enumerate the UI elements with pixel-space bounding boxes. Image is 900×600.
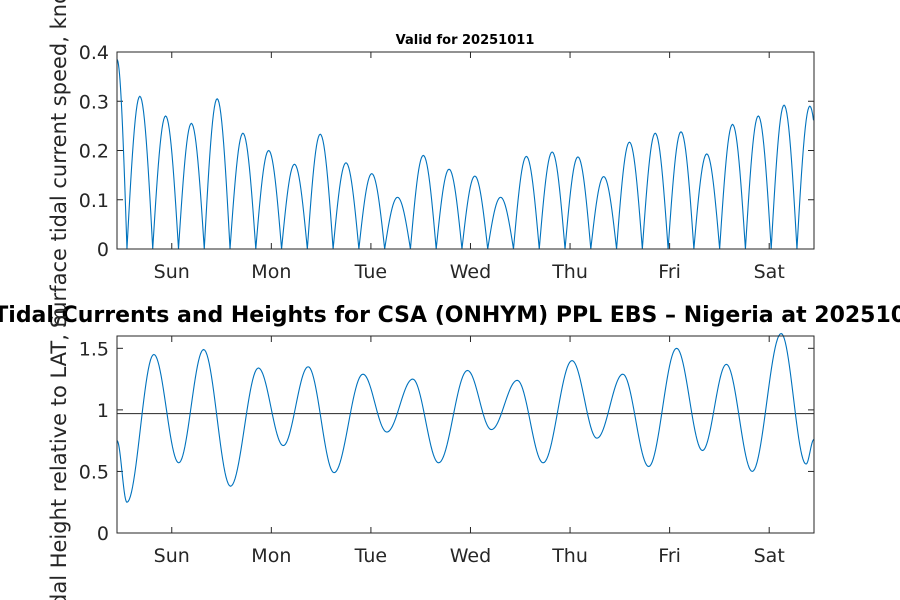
height-y-axis-label: Tidal Height relative to LAT, m — [47, 307, 71, 600]
height-plot-area — [116, 335, 815, 534]
current-chart-title: Valid for 20251011 — [396, 33, 535, 48]
current-x-tick-label: Sat — [754, 261, 785, 283]
height-y-tick-label: 1.5 — [79, 338, 109, 360]
current-speed-line — [116, 59, 815, 250]
current-x-tick-label: Mon — [251, 261, 291, 283]
current-y-tick-label: 0.3 — [79, 91, 109, 113]
height-x-tick-label: Thu — [551, 545, 588, 567]
tidal-height-panel: Tidal Currents and Heights for CSA (ONHY… — [0, 303, 900, 600]
height-y-tick-label: 0 — [97, 523, 109, 545]
current-x-tick-label: Tue — [354, 261, 387, 283]
height-x-tick-label: Fri — [658, 545, 681, 567]
current-x-tick-label: Wed — [450, 261, 491, 283]
height-y-tick-label: 1 — [97, 400, 109, 422]
current-y-tick-label: 0.2 — [79, 141, 109, 163]
current-y-axis-label: Surface tidal current speed, knots — [47, 0, 71, 328]
current-y-tick-label: 0.4 — [79, 42, 109, 64]
tidal-height-line — [116, 332, 815, 503]
main-chart-title: Tidal Currents and Heights for CSA (ONHY… — [0, 303, 900, 328]
height-x-tick-label: Sun — [154, 545, 190, 567]
current-y-tick-label: 0.1 — [79, 190, 109, 212]
height-x-tick-label: Wed — [450, 545, 491, 567]
height-y-tick-label: 0.5 — [79, 461, 109, 483]
height-x-tick-label: Sat — [754, 545, 785, 567]
current-x-tick-label: Sun — [154, 261, 190, 283]
current-x-tick-label: Thu — [551, 261, 588, 283]
current-y-tick-label: 0 — [97, 239, 109, 261]
height-x-tick-label: Mon — [251, 545, 291, 567]
current-plot-area — [116, 51, 815, 250]
current-x-tick-label: Fri — [658, 261, 681, 283]
current-speed-panel: Valid for 20251011 Surface tidal current… — [47, 0, 815, 328]
height-x-tick-label: Tue — [354, 545, 387, 567]
